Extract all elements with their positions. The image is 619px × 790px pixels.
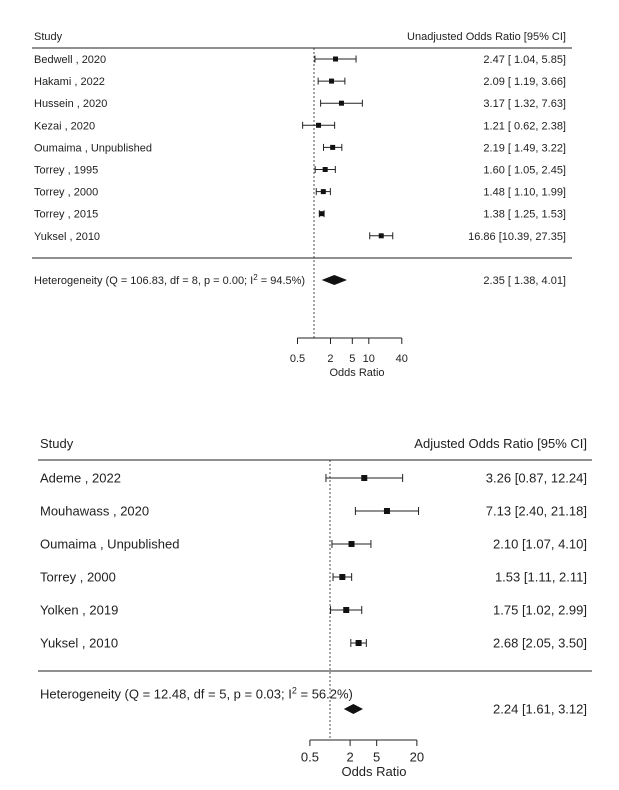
effect-ci-text: 7.13 [2.40, 21.18]	[486, 504, 587, 519]
study-name: Torrey , 2015	[34, 209, 98, 221]
study-name: Yolken , 2019	[40, 603, 118, 618]
column-header-study: Study	[40, 436, 74, 451]
study-row: Yolken , 2019 1.75 [1.02, 2.99]	[40, 603, 587, 618]
column-header-effect: Adjusted Odds Ratio [95% CI]	[414, 436, 587, 451]
point-estimate	[348, 541, 355, 547]
effect-ci-text: 2.10 [1.07, 4.10]	[493, 537, 587, 552]
study-row: Torrey , 1995 1.60 [ 1.05, 2.45]	[34, 164, 566, 176]
point-estimate	[330, 144, 336, 150]
heterogeneity-text: Heterogeneity (Q = 106.83, df = 8, p = 0…	[34, 272, 305, 287]
study-row: Yuksel , 2010 16.86 [10.39, 27.35]	[34, 231, 566, 243]
x-tick-label: 10	[363, 353, 375, 365]
study-row: Torrey , 2015 1.38 [ 1.25, 1.53]	[34, 209, 566, 221]
study-name: Bedwell , 2020	[34, 54, 106, 66]
column-header-study: Study	[34, 31, 63, 43]
study-row: Hakami , 2022 2.09 [ 1.19, 3.66]	[34, 76, 566, 88]
point-estimate	[378, 233, 384, 239]
forest-plot-adjusted: Study Adjusted Odds Ratio [95% CI] Odds …	[38, 436, 592, 779]
x-tick-label: 0.5	[301, 750, 319, 765]
x-axis: 0.5 2 5 10 40	[290, 337, 408, 365]
x-tick-label: 40	[396, 353, 408, 365]
effect-ci-text: 3.17 [ 1.32, 7.63]	[483, 98, 566, 110]
summary-diamond	[343, 704, 363, 714]
x-tick-label: 5	[373, 750, 380, 765]
summary-effect-ci-text: 2.35 [ 1.38, 4.01]	[483, 275, 566, 287]
study-rows: Ademe , 2022 3.26 [0.87, 12.24] Mouhawass …	[40, 471, 587, 651]
x-axis: 0.5 2 5 20	[301, 739, 424, 765]
study-name: Kezai , 2020	[34, 120, 95, 132]
effect-ci-text: 1.21 [ 0.62, 2.38]	[483, 120, 566, 132]
effect-ci-text: 1.60 [ 1.05, 2.45]	[483, 164, 566, 176]
x-axis-label: Odds Ratio	[341, 764, 406, 779]
study-name: Torrey , 2000	[34, 187, 98, 199]
column-header-effect: Unadjusted Odds Ratio [95% CI]	[407, 31, 566, 43]
effect-ci-text: 16.86 [10.39, 27.35]	[468, 231, 566, 243]
study-row: Kezai , 2020 1.21 [ 0.62, 2.38]	[34, 120, 566, 132]
point-estimate	[383, 508, 390, 514]
study-row: Hussein , 2020 3.17 [ 1.32, 7.63]	[34, 98, 566, 110]
point-estimate	[343, 607, 350, 613]
study-name: Oumaima , Unpublished	[40, 537, 179, 552]
point-estimate	[338, 100, 344, 106]
study-name: Yuksel , 2010	[40, 636, 118, 651]
study-row: Torrey , 2000 1.48 [ 1.10, 1.99]	[34, 187, 566, 199]
study-row: Yuksel , 2010 2.68 [2.05, 3.50]	[40, 636, 587, 651]
point-estimate	[316, 122, 322, 128]
effect-ci-text: 2.68 [2.05, 3.50]	[493, 636, 587, 651]
x-tick-label: 0.5	[290, 353, 305, 365]
x-axis-label: Odds Ratio	[329, 367, 384, 379]
study-row: Bedwell , 2020 2.47 [ 1.04, 5.85]	[34, 54, 566, 66]
effect-ci-text: 1.75 [1.02, 2.99]	[493, 603, 587, 618]
study-row: Mouhawass , 2020 7.13 [2.40, 21.18]	[40, 504, 587, 519]
effect-ci-text: 1.48 [ 1.10, 1.99]	[483, 187, 566, 199]
effect-ci-text: 1.53 [1.11, 2.11]	[495, 570, 587, 585]
study-row: Ademe , 2022 3.26 [0.87, 12.24]	[40, 471, 587, 486]
point-estimate	[320, 189, 326, 195]
summary-effect-ci-text: 2.24 [1.61, 3.12]	[493, 702, 587, 717]
heterogeneity-text: Heterogeneity (Q = 12.48, df = 5, p = 0.…	[40, 686, 353, 702]
study-name: Hussein , 2020	[34, 98, 107, 110]
point-estimate	[339, 574, 346, 580]
effect-ci-text: 2.47 [ 1.04, 5.85]	[483, 54, 566, 66]
study-name: Oumaima , Unpublished	[34, 142, 152, 154]
x-tick-label: 20	[410, 750, 424, 765]
study-name: Torrey , 1995	[34, 164, 98, 176]
point-estimate	[355, 640, 362, 646]
study-name: Mouhawass , 2020	[40, 504, 149, 519]
effect-ci-text: 3.26 [0.87, 12.24]	[486, 471, 587, 486]
point-estimate	[333, 56, 339, 62]
x-tick-label: 5	[349, 353, 355, 365]
effect-ci-text: 2.19 [ 1.49, 3.22]	[483, 142, 566, 154]
summary-row: Heterogeneity (Q = 12.48, df = 5, p = 0.…	[40, 686, 587, 717]
x-tick-label: 2	[327, 353, 333, 365]
point-estimate	[322, 167, 328, 172]
point-estimate	[319, 211, 325, 217]
study-name: Ademe , 2022	[40, 471, 121, 486]
point-estimate	[361, 475, 368, 481]
effect-ci-text: 1.38 [ 1.25, 1.53]	[483, 209, 566, 221]
forest-plot-unadjusted: Study Unadjusted Odds Ratio [95% CI] Odd…	[32, 31, 572, 379]
study-row: Oumaima , Unpublished 2.10 [1.07, 4.10]	[40, 537, 587, 552]
study-row: Torrey , 2000 1.53 [1.11, 2.11]	[40, 570, 587, 585]
study-row: Oumaima , Unpublished 2.19 [ 1.49, 3.22]	[34, 142, 566, 154]
study-name: Torrey , 2000	[40, 570, 116, 585]
summary-diamond	[321, 275, 348, 285]
point-estimate	[329, 78, 335, 84]
study-rows: Bedwell , 2020 2.47 [ 1.04, 5.85] Hakami ,…	[34, 54, 566, 243]
summary-row: Heterogeneity (Q = 106.83, df = 8, p = 0…	[34, 272, 566, 287]
effect-ci-text: 2.09 [ 1.19, 3.66]	[483, 76, 566, 88]
study-name: Yuksel , 2010	[34, 231, 100, 243]
study-name: Hakami , 2022	[34, 76, 105, 88]
x-tick-label: 2	[346, 750, 353, 765]
